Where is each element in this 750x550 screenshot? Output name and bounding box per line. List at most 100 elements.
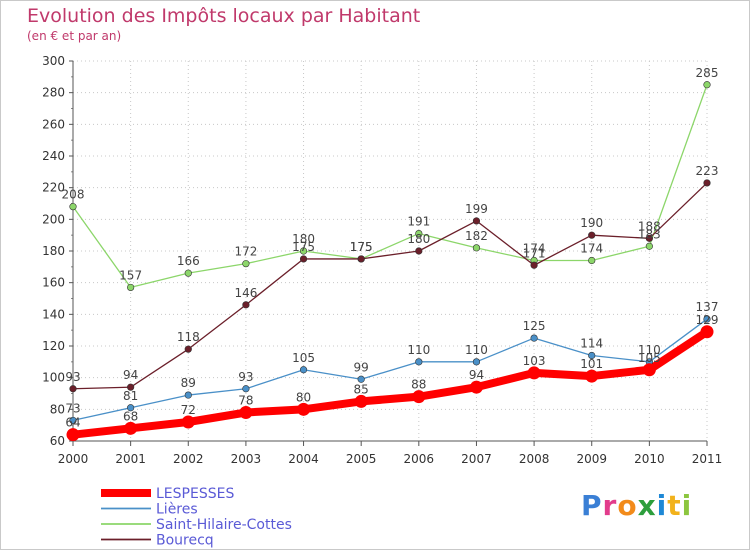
data-point xyxy=(354,394,368,408)
data-point xyxy=(297,402,311,416)
data-label: 285 xyxy=(696,66,719,80)
axes: 60 80 100 120 140 160 180 200 220 240 260 280 300 200… xyxy=(42,54,722,466)
data-point xyxy=(645,242,653,250)
legend-label: Saint-Hilaire-Cottes xyxy=(156,517,292,533)
data-point xyxy=(242,301,250,309)
data-label: 93 xyxy=(238,370,253,384)
data-point xyxy=(299,366,308,374)
data-label: 166 xyxy=(177,254,200,268)
y-tick-label: 240 xyxy=(42,149,65,163)
data-point xyxy=(242,385,250,393)
data-point xyxy=(124,421,138,435)
data-point xyxy=(412,390,426,404)
data-label: 188 xyxy=(638,219,661,233)
data-label: 85 xyxy=(354,382,369,396)
data-label: 94 xyxy=(469,368,484,382)
chart-subtitle: (en € et par an) xyxy=(27,29,122,43)
logo-letter: x xyxy=(637,489,657,522)
data-label: 223 xyxy=(696,164,719,178)
data-point xyxy=(184,269,192,277)
x-tick-label: 2005 xyxy=(346,452,377,466)
x-tick-label: 2007 xyxy=(461,452,492,466)
data-point xyxy=(703,179,711,187)
y-tick-label: 260 xyxy=(42,117,65,131)
data-point xyxy=(66,428,80,442)
series-points xyxy=(66,81,714,442)
data-label: 180 xyxy=(407,232,430,246)
data-point xyxy=(588,351,596,360)
y-tick-label: 180 xyxy=(42,244,65,258)
data-point xyxy=(69,203,77,211)
data-point xyxy=(299,255,308,263)
y-tick-label: 220 xyxy=(42,181,65,195)
data-point xyxy=(415,229,423,238)
data-point xyxy=(588,231,596,239)
data-label: 99 xyxy=(354,360,369,374)
data-label: 175 xyxy=(350,240,373,254)
data-point xyxy=(700,325,714,339)
data-point xyxy=(184,345,192,353)
logo-letter: o xyxy=(617,489,638,522)
data-point xyxy=(642,363,656,377)
series-line xyxy=(69,327,711,439)
x-tick-label: 2004 xyxy=(288,452,319,466)
data-labels: 73 81 89 93 105 99 110 110 125 114 110 137 208 157 166… xyxy=(62,66,719,430)
x-tick-label: 2002 xyxy=(173,452,204,466)
data-label: 137 xyxy=(696,300,719,314)
x-tick-label: 2000 xyxy=(58,452,89,466)
data-point xyxy=(299,247,308,255)
data-label: 172 xyxy=(234,245,257,259)
data-label: 191 xyxy=(407,215,430,229)
data-label: 103 xyxy=(523,354,546,368)
data-point xyxy=(472,244,481,252)
data-label: 89 xyxy=(181,376,196,390)
x-tick-label: 2006 xyxy=(404,452,435,466)
data-point xyxy=(472,217,481,225)
y-tick-label: 200 xyxy=(42,212,65,226)
data-point xyxy=(69,416,77,425)
data-point xyxy=(127,283,135,292)
legend: LESPESSESLièresSaint-Hilaire-CottesBoure… xyxy=(101,486,292,549)
data-label: 114 xyxy=(580,337,603,351)
x-tick-label: 2010 xyxy=(634,452,665,466)
y-tick-label: 100 xyxy=(42,371,65,385)
data-point xyxy=(585,369,599,383)
data-label: 157 xyxy=(119,268,142,282)
data-label: 182 xyxy=(465,229,488,243)
data-point xyxy=(184,391,192,399)
legend-label: Bourecq xyxy=(156,533,214,549)
y-tick-label: 80 xyxy=(50,402,65,416)
data-point xyxy=(527,366,541,380)
data-point xyxy=(239,406,253,419)
y-tick-label: 160 xyxy=(42,276,65,290)
legend-label: Lières xyxy=(156,502,198,518)
data-point xyxy=(703,81,711,89)
series-line xyxy=(72,182,708,390)
data-label: 171 xyxy=(523,246,546,260)
series-line xyxy=(72,318,708,422)
data-label: 78 xyxy=(238,394,253,408)
data-point xyxy=(588,256,596,265)
legend-label: LESPESSES xyxy=(156,486,234,502)
data-label: 110 xyxy=(407,343,430,357)
data-point xyxy=(415,358,423,366)
data-label: 199 xyxy=(465,202,488,216)
data-label: 129 xyxy=(696,313,719,327)
data-point xyxy=(181,415,195,429)
data-label: 208 xyxy=(62,188,85,202)
y-tick-label: 60 xyxy=(50,434,65,448)
data-point xyxy=(242,260,250,268)
y-tick-label: 140 xyxy=(42,307,65,321)
data-point xyxy=(357,375,365,383)
data-point xyxy=(415,247,423,255)
grid-lines xyxy=(72,60,708,442)
logo-letter: i xyxy=(681,489,693,522)
series-line xyxy=(72,84,708,289)
data-point xyxy=(530,334,538,342)
data-label: 64 xyxy=(65,416,80,430)
data-label: 73 xyxy=(65,401,80,415)
data-label: 174 xyxy=(580,242,603,256)
x-tick-label: 2003 xyxy=(231,452,262,466)
